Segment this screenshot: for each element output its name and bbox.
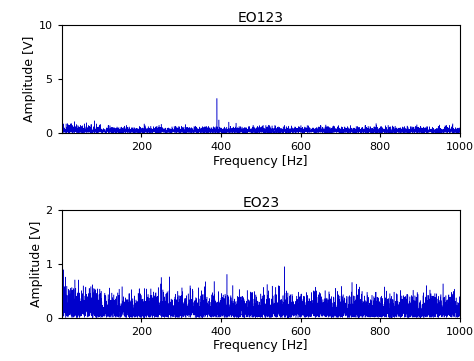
Y-axis label: Amplitude [V]: Amplitude [V] [23, 36, 36, 122]
Y-axis label: Amplitude [V]: Amplitude [V] [30, 221, 43, 307]
X-axis label: Frequency [Hz]: Frequency [Hz] [213, 155, 308, 168]
Title: EO23: EO23 [242, 196, 279, 210]
X-axis label: Frequency [Hz]: Frequency [Hz] [213, 339, 308, 352]
Title: EO123: EO123 [237, 11, 284, 25]
